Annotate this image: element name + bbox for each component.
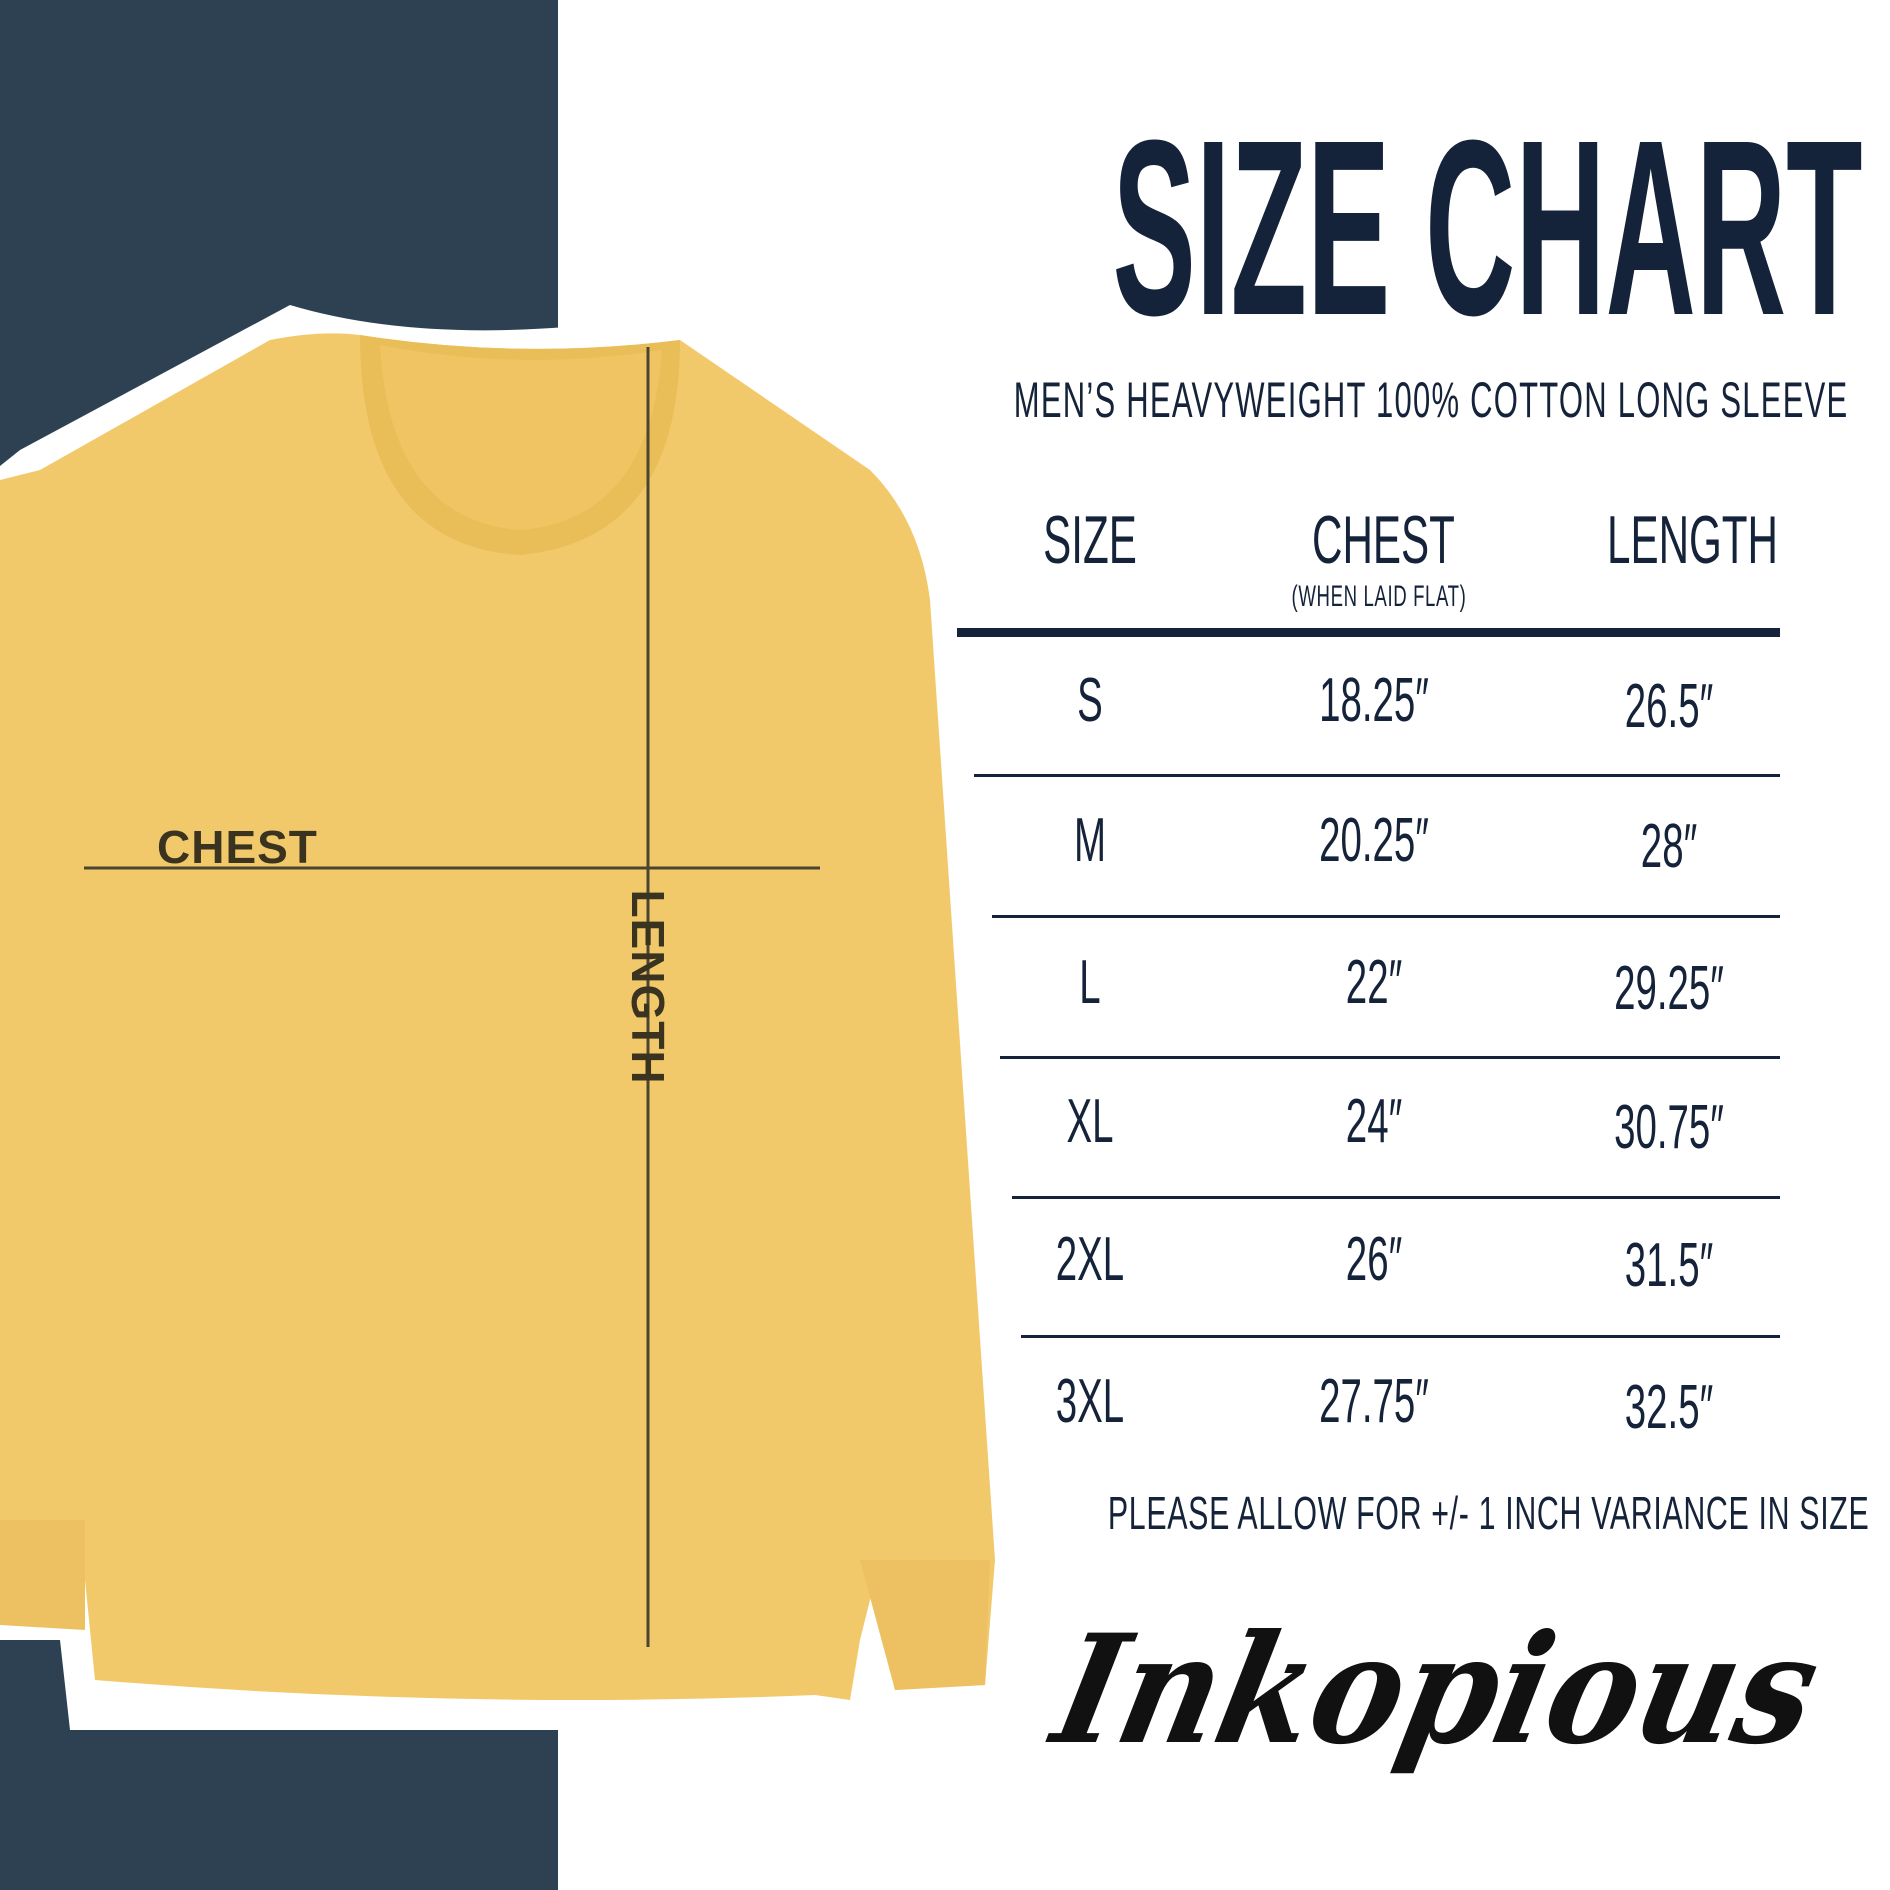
- shirt-image: [0, 333, 995, 1700]
- row-divider: [1012, 1196, 1780, 1199]
- header-chest: CHEST: [1312, 502, 1455, 578]
- header-divider: [957, 628, 1780, 637]
- cell-chest: 26″: [1345, 1225, 1403, 1294]
- brand-logo-text: Inkopious: [1040, 1602, 1833, 1778]
- variance-note: PLEASE ALLOW FOR +/- 1 INCH VARIANCE IN …: [1107, 1487, 1870, 1539]
- cell-length: 29.25″: [1614, 954, 1724, 1023]
- cell-chest: 24″: [1345, 1087, 1403, 1156]
- subtitle: MEN’S HEAVYWEIGHT 100% COTTON LONG SLEEV…: [1013, 372, 1849, 428]
- cell-chest: 20.25″: [1319, 806, 1429, 875]
- cell-chest: 18.25″: [1319, 666, 1429, 735]
- cell-size: S: [1077, 666, 1103, 735]
- cell-length: 26.5″: [1624, 672, 1714, 741]
- brand-logo: Inkopious: [1030, 1600, 1833, 1800]
- cell-length: 30.75″: [1614, 1093, 1724, 1162]
- header-size: SIZE: [1043, 502, 1137, 578]
- length-diagram-label: LENGTH: [622, 889, 674, 1085]
- cell-length: 31.5″: [1624, 1231, 1714, 1300]
- chest-diagram-label: CHEST: [157, 821, 318, 873]
- cell-size: 2XL: [1055, 1225, 1125, 1294]
- cell-size: 3XL: [1055, 1367, 1125, 1436]
- page-title: SIZE CHART: [1112, 88, 1863, 367]
- row-divider: [1021, 1335, 1780, 1338]
- header-chest-note: (WHEN LAID FLAT): [1291, 580, 1467, 613]
- cell-chest: 22″: [1345, 948, 1403, 1017]
- cell-length: 28″: [1640, 812, 1698, 881]
- row-divider: [992, 915, 1780, 918]
- cell-chest: 27.75″: [1319, 1367, 1429, 1436]
- cell-size: M: [1073, 806, 1107, 875]
- header-length: LENGTH: [1607, 502, 1779, 578]
- cell-size: L: [1079, 948, 1101, 1017]
- cell-length: 32.5″: [1624, 1373, 1714, 1442]
- row-divider: [974, 774, 1780, 777]
- row-divider: [1000, 1056, 1780, 1059]
- cell-size: XL: [1066, 1087, 1114, 1156]
